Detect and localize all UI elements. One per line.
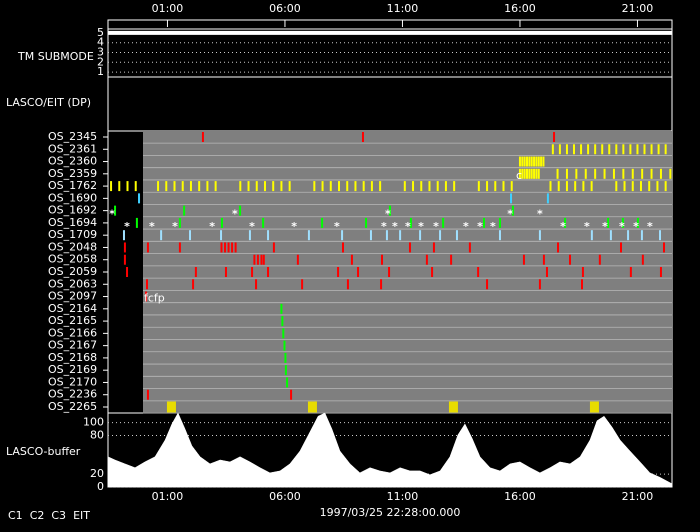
event-marker: *	[392, 220, 398, 233]
row-label: OS_2048	[48, 240, 97, 253]
row-label: OS_2164	[48, 302, 97, 315]
y-tick-label: 5	[97, 26, 104, 39]
event-marker: *	[418, 220, 424, 233]
row-label: OS_1762	[48, 179, 97, 192]
event-marker: *	[584, 220, 590, 233]
row-label: OS_2169	[48, 363, 97, 376]
event-marker: *	[249, 220, 255, 233]
event-marker: *	[291, 220, 297, 233]
row-label: OS_2168	[48, 351, 97, 364]
annotation: c	[516, 169, 522, 182]
y-tick-label: 0	[97, 480, 104, 493]
x-tick-label: 21:00	[622, 2, 654, 15]
x-tick-label: 06:00	[269, 2, 301, 15]
event-marker: *	[463, 220, 469, 233]
legend-entry: EIT	[73, 509, 90, 522]
row-label: OS_2361	[48, 142, 97, 155]
row-label: OS_1692	[48, 204, 97, 217]
event-marker: *	[507, 208, 513, 221]
row-label: OS_2063	[48, 277, 97, 290]
row-label: OS_2345	[48, 130, 97, 143]
row-label: OS_2166	[48, 326, 97, 339]
x-tick-label: 01:00	[152, 2, 184, 15]
event-marker: *	[619, 220, 625, 233]
legend-entry: C3	[51, 509, 66, 522]
legend-entry: C1	[8, 509, 23, 522]
x-tick-label: 21:00	[622, 490, 654, 503]
event-marker: *	[334, 220, 340, 233]
legend-entry: C2	[30, 509, 45, 522]
row-label: OS_2236	[48, 388, 97, 401]
y-tick-label: 1	[97, 65, 104, 78]
row-label: OS_2167	[48, 339, 97, 352]
event-marker: *	[209, 220, 215, 233]
row-label: OS_2265	[48, 400, 97, 413]
panel-label: LASCO-buffer	[6, 445, 81, 458]
event-marker: *	[647, 220, 653, 233]
y-tick-label: 4	[97, 36, 104, 49]
row-label: OS_2097	[48, 290, 97, 303]
event-marker: *	[560, 220, 566, 233]
event-marker: *	[232, 208, 238, 221]
row-label: OS_2170	[48, 375, 97, 388]
row-label: OS_2360	[48, 155, 97, 168]
buffer-area	[107, 412, 673, 488]
row-label: OS_2058	[48, 253, 97, 266]
event-marker: *	[172, 220, 178, 233]
event-marker: *	[149, 220, 155, 233]
event-marker: *	[433, 220, 439, 233]
x-tick-label: 11:00	[387, 2, 419, 15]
row-label: OS_1709	[48, 228, 97, 241]
event-block	[589, 401, 599, 413]
event-marker: *	[381, 220, 387, 233]
event-marker: *	[602, 220, 608, 233]
event-marker: *	[405, 220, 411, 233]
event-block	[307, 401, 317, 413]
row-label: OS_1694	[48, 216, 97, 229]
event-marker: *	[124, 220, 130, 233]
row-label: OS_2359	[48, 167, 97, 180]
x-tick-label: 11:00	[387, 490, 419, 503]
y-tick-label: 20	[90, 467, 104, 480]
row-label: OS_2059	[48, 265, 97, 278]
x-tick-label: 06:00	[269, 490, 301, 503]
y-tick-label: 2	[97, 55, 104, 68]
panel-label: LASCO/EIT (DP)	[6, 96, 91, 109]
event-marker: *	[537, 208, 543, 221]
panel-label: TM SUBMODE	[17, 50, 94, 63]
x-tick-label: 01:00	[152, 490, 184, 503]
y-tick-label: 80	[90, 429, 104, 442]
event-marker: *	[109, 208, 115, 221]
row-label: OS_2165	[48, 314, 97, 327]
event-marker: *	[490, 220, 496, 233]
coverage-area	[143, 131, 672, 413]
annotation: fcfp	[144, 292, 165, 305]
y-tick-label: 100	[83, 416, 104, 429]
row-label: OS_1690	[48, 191, 97, 204]
event-marker: *	[477, 220, 483, 233]
event-marker: *	[633, 220, 639, 233]
event-marker: *	[385, 208, 391, 221]
date-label: 1997/03/25 22:28:00.000	[320, 506, 461, 519]
x-tick-label: 16:00	[504, 490, 536, 503]
y-tick-label: 3	[97, 46, 104, 59]
event-block	[166, 401, 176, 413]
x-tick-label: 16:00	[504, 2, 536, 15]
event-block	[448, 401, 458, 413]
